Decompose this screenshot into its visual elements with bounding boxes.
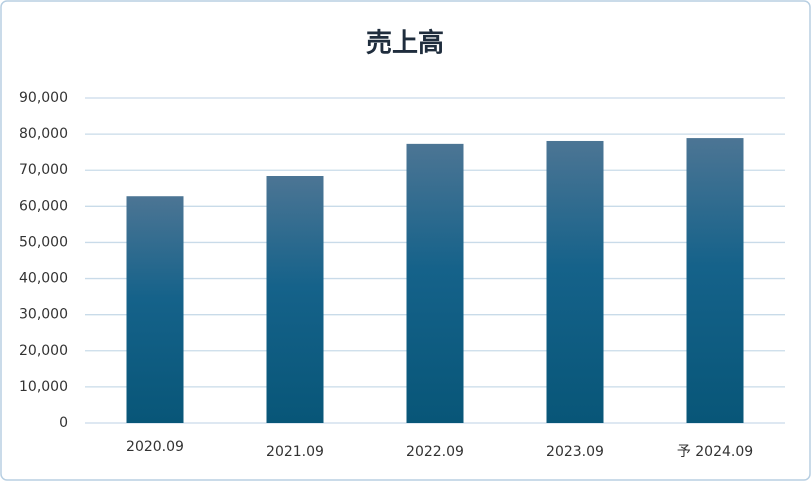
bar (266, 176, 324, 423)
y-tick-label: 0 (59, 415, 68, 431)
x-tick-label: 2023.09 (546, 444, 604, 460)
x-tick-label: 2022.09 (406, 444, 464, 460)
chart-title: 売上高 (366, 28, 444, 59)
y-tick-label: 20,000 (19, 343, 68, 359)
y-tick-label: 70,000 (19, 162, 68, 178)
y-tick-label: 30,000 (19, 307, 68, 323)
bar (546, 140, 604, 423)
y-tick-label: 60,000 (19, 198, 68, 214)
y-tick-label: 40,000 (19, 271, 68, 287)
x-tick-label: 2021.09 (266, 444, 324, 460)
bar (406, 143, 464, 423)
x-tick-label: 予 2024.09 (677, 444, 753, 460)
y-tick-label: 10,000 (19, 379, 68, 395)
bar (126, 196, 184, 423)
x-tick-label: 2020.09 (126, 439, 184, 455)
bar (686, 138, 744, 424)
y-tick-label: 50,000 (19, 234, 68, 250)
y-tick-label: 90,000 (19, 90, 68, 106)
y-tick-label: 80,000 (19, 126, 68, 142)
